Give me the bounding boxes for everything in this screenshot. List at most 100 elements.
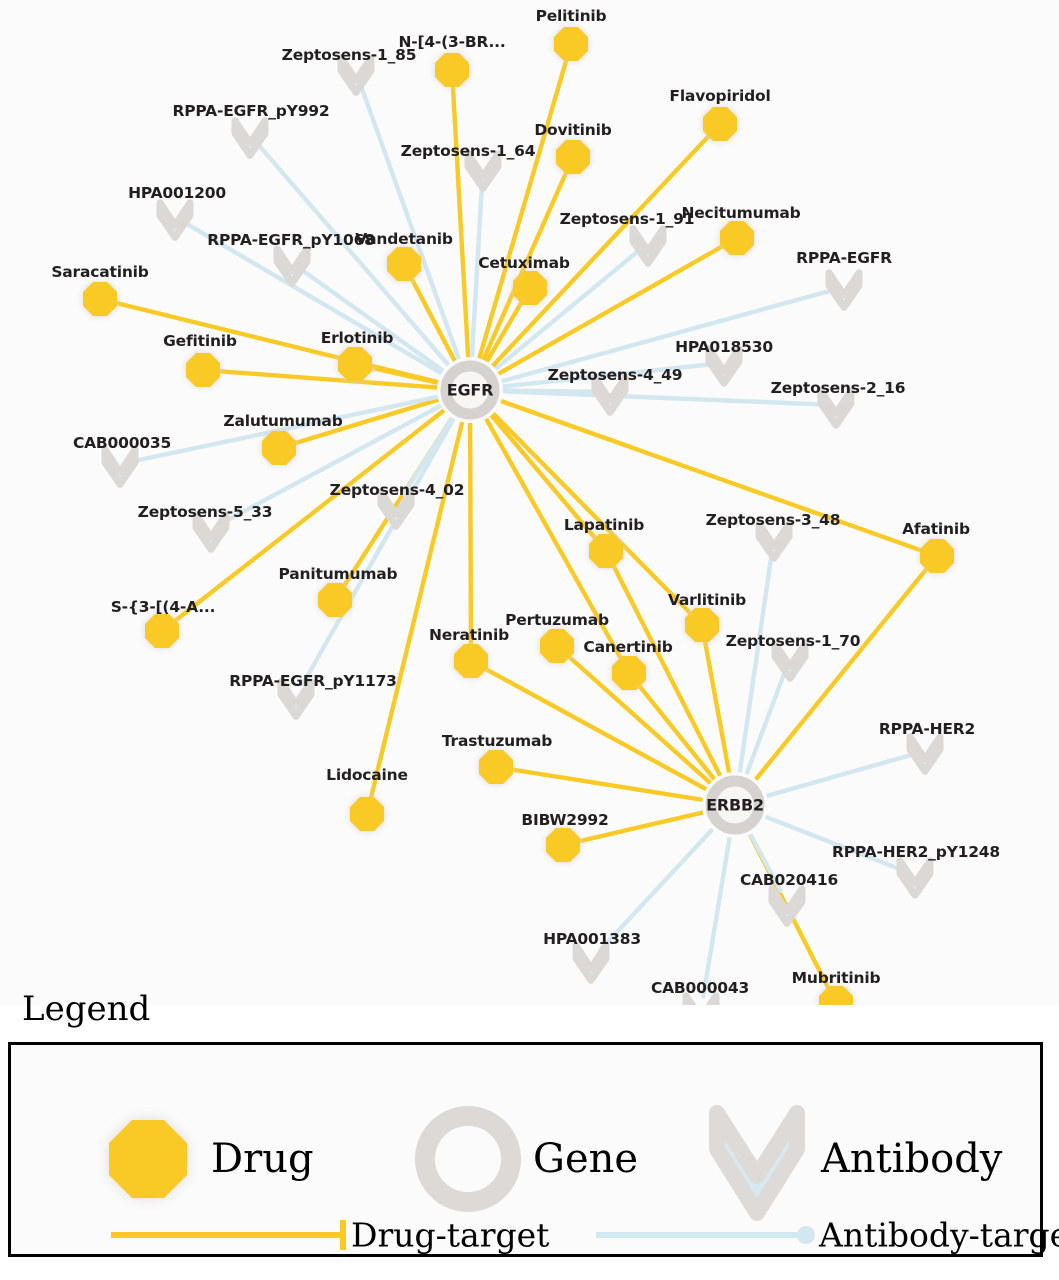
drug-label: Lidocaine — [326, 766, 408, 784]
legend-antibody-edge — [596, 1226, 815, 1244]
antibody-chevron-icon — [337, 54, 375, 96]
antibody-node[interactable] — [101, 446, 139, 488]
drug-node[interactable] — [685, 608, 719, 642]
antibody-node[interactable] — [825, 269, 863, 311]
drug-node[interactable] — [554, 27, 588, 61]
drug-node[interactable] — [556, 140, 590, 174]
antibody-layer — [101, 54, 944, 1005]
drug-node[interactable] — [703, 107, 737, 141]
antibody-chevron-icon — [277, 678, 315, 720]
antibody-node[interactable] — [572, 942, 610, 984]
edge-antibody-target — [701, 829, 733, 999]
drug-label: S-{3-[(4-A... — [110, 598, 216, 616]
drug-node[interactable] — [318, 583, 352, 617]
drug-node[interactable] — [513, 271, 547, 305]
antibody-label: RPPA-HER2_pY1248 — [832, 843, 1000, 861]
antibody-node[interactable] — [906, 733, 944, 775]
drug-node[interactable] — [145, 614, 179, 648]
drug-octagon-icon — [454, 644, 488, 678]
antibody-node[interactable] — [464, 150, 502, 192]
drug-octagon-icon — [703, 107, 737, 141]
legend: Legend — [0, 985, 1059, 1280]
edge-drug-target — [370, 365, 445, 387]
drug-node[interactable] — [479, 750, 513, 784]
legend-box: Drug Gene Antibody Drug-target Antibody-… — [8, 1042, 1059, 1257]
gene-node[interactable] — [702, 772, 768, 838]
drug-node[interactable] — [546, 828, 580, 862]
antibody-chevron-icon — [572, 942, 610, 984]
antibody-label: RPPA-EGFR_pY1173 — [229, 672, 397, 690]
antibody-node[interactable] — [277, 678, 315, 720]
antibody-node[interactable] — [817, 387, 855, 429]
antibody-node[interactable] — [591, 374, 629, 416]
edge-drug-target — [478, 170, 569, 367]
antibody-label: Zeptosens-4_49 — [547, 366, 683, 384]
gene-label-erbb2: ERBB2 — [706, 795, 764, 815]
drug-node[interactable] — [589, 534, 623, 568]
antibody-chevron-icon — [817, 387, 855, 429]
drug-octagon-icon — [338, 347, 372, 381]
edge-drug-target — [475, 58, 569, 365]
antibody-chevron-icon — [906, 733, 944, 775]
edge-antibody-target — [301, 268, 451, 377]
gene-node[interactable] — [437, 357, 503, 423]
edge-drug-target — [487, 407, 693, 616]
edge-drug-target — [637, 684, 720, 786]
antibody-label: Zeptosens-5_33 — [137, 503, 273, 521]
antibody-node[interactable] — [377, 488, 415, 530]
drug-node[interactable] — [435, 53, 469, 87]
antibody-node[interactable] — [771, 640, 809, 682]
drug-node[interactable] — [720, 221, 754, 255]
antibody-chevron-icon — [377, 488, 415, 530]
edge-antibody-target — [742, 668, 788, 782]
drug-node[interactable] — [186, 353, 220, 387]
drug-node[interactable] — [540, 629, 574, 663]
antibody-node[interactable] — [629, 225, 667, 267]
drug-label: Zalutumumab — [223, 412, 343, 430]
antibody-chevron-icon — [705, 345, 743, 387]
edge-antibody-target — [598, 822, 719, 952]
legend-antibody-label: Antibody — [821, 1136, 1003, 1182]
drug-label: N-[4-(3-BR... — [398, 33, 506, 51]
drug-node[interactable] — [612, 656, 646, 690]
drug-label: Vandetanib — [355, 230, 453, 248]
antibody-chevron-icon — [464, 150, 502, 192]
antibody-node[interactable] — [768, 885, 806, 927]
gene-layer — [437, 357, 768, 838]
network-graph: Zeptosens-1_85 RPPA-EGFR_pY992 HPA001200 RP… — [51, 7, 1001, 1005]
antibody-label: Zeptosens-3_48 — [705, 511, 841, 529]
drug-octagon-icon — [186, 353, 220, 387]
antibody-chevron-icon — [192, 511, 230, 553]
drug-octagon-icon — [435, 53, 469, 87]
drug-octagon-icon — [612, 656, 646, 690]
antibody-node[interactable] — [156, 199, 194, 241]
edge-antibody-target — [221, 400, 449, 525]
drug-node[interactable] — [350, 797, 384, 831]
drug-octagon-icon — [819, 986, 853, 1005]
legend-gene-icon — [415, 1106, 521, 1212]
drug-node[interactable] — [338, 347, 372, 381]
antibody-node[interactable] — [682, 992, 720, 1005]
drug-label: Pelitinib — [535, 7, 607, 25]
antibody-label: Zeptosens-1_64 — [400, 142, 536, 160]
drug-node[interactable] — [920, 539, 954, 573]
antibody-label: Zeptosens-4_02 — [329, 481, 465, 499]
drug-octagon-icon — [556, 140, 590, 174]
legend-drug-edge — [111, 1220, 346, 1250]
drug-node[interactable] — [387, 247, 421, 281]
drug-node[interactable] — [83, 282, 117, 316]
antibody-node[interactable] — [896, 857, 934, 899]
antibody-node[interactable] — [755, 520, 793, 562]
drug-octagon-icon — [920, 539, 954, 573]
drug-node[interactable] — [819, 986, 853, 1005]
antibody-node[interactable] — [192, 511, 230, 553]
antibody-node[interactable] — [273, 245, 311, 287]
legend-drug-edge-label: Drug-target — [351, 1215, 550, 1255]
antibody-node[interactable] — [705, 345, 743, 387]
antibody-chevron-icon — [101, 446, 139, 488]
antibody-node[interactable] — [337, 54, 375, 96]
edge-antibody-target — [256, 143, 455, 372]
antibody-node[interactable] — [231, 117, 269, 159]
drug-node[interactable] — [262, 431, 296, 465]
drug-node[interactable] — [454, 644, 488, 678]
